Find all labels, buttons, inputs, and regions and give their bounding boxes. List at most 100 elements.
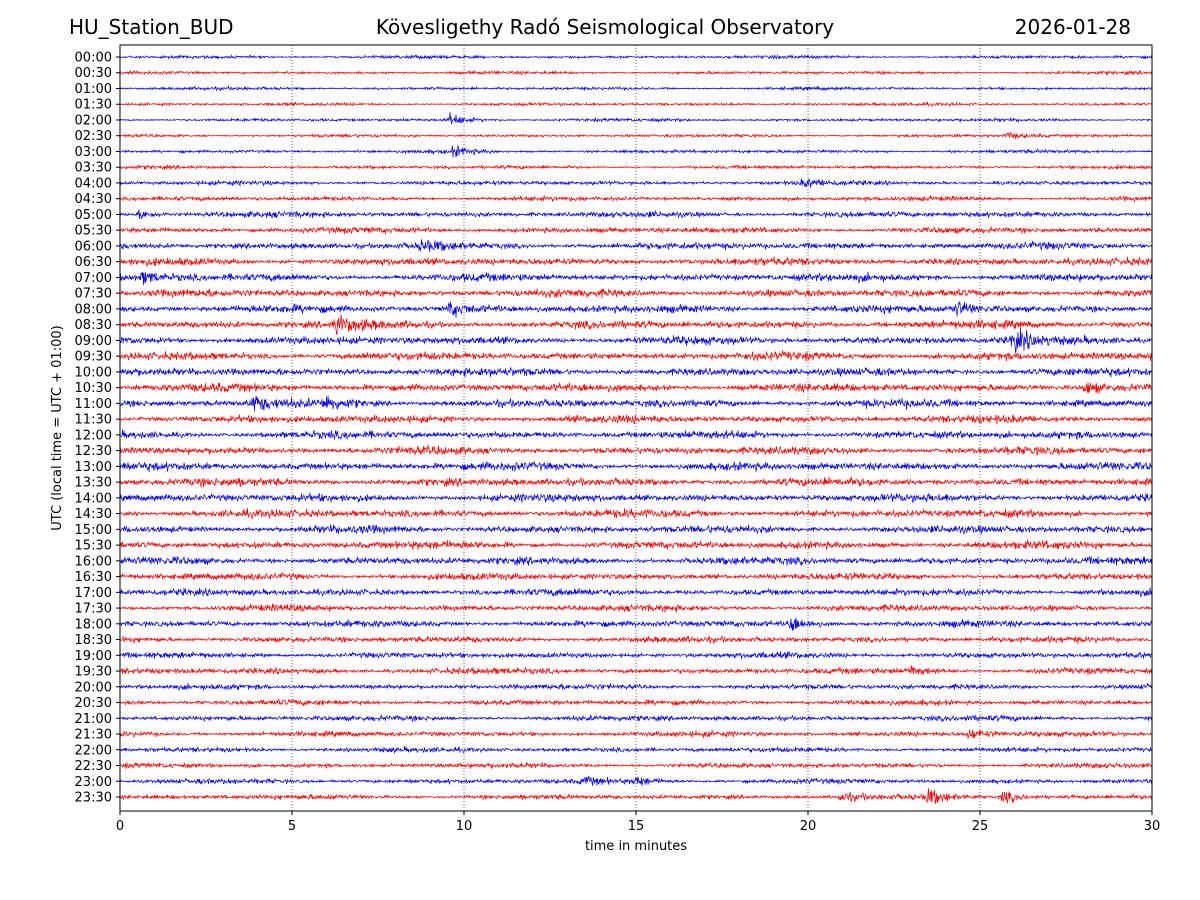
trace-row-0500 xyxy=(119,209,1153,220)
y-tick-label: 01:30 xyxy=(75,98,112,113)
trace-row-1730 xyxy=(119,603,1153,613)
y-tick-label: 20:00 xyxy=(75,680,112,695)
trace-row-2330 xyxy=(119,788,1153,804)
date-label: 2026-01-28 xyxy=(1014,15,1131,39)
y-tick-label: 04:30 xyxy=(75,192,112,207)
y-tick-label: 05:30 xyxy=(75,224,112,239)
y-tick-label: 02:00 xyxy=(75,113,112,128)
x-tick-label: 10 xyxy=(456,819,473,834)
trace-row-1800 xyxy=(119,617,1153,631)
trace-row-1500 xyxy=(119,524,1153,535)
y-tick-label: 15:30 xyxy=(75,539,112,554)
y-tick-label: 14:30 xyxy=(75,507,112,522)
trace-row-0400 xyxy=(119,178,1153,188)
chart-title: Kövesligethy Radó Seismological Observat… xyxy=(375,15,835,39)
y-tick-label: 13:30 xyxy=(75,476,112,491)
trace-row-0100 xyxy=(119,84,1153,92)
y-tick-label: 14:00 xyxy=(75,491,112,506)
trace-row-1930 xyxy=(119,665,1153,676)
y-tick-label: 19:30 xyxy=(75,665,112,680)
trace-row-1330 xyxy=(119,476,1153,488)
trace-row-2100 xyxy=(119,713,1153,723)
y-tick-label: 17:30 xyxy=(75,602,112,617)
y-tick-label: 01:00 xyxy=(75,82,112,97)
y-tick-label: 07:00 xyxy=(75,271,112,286)
x-tick-label: 30 xyxy=(1144,819,1161,834)
y-tick-label: 07:30 xyxy=(75,287,112,302)
station-label: HU_Station_BUD xyxy=(69,15,234,39)
x-tick-label: 0 xyxy=(116,819,124,834)
y-tick-label: 12:00 xyxy=(75,428,112,443)
trace-row-0230 xyxy=(119,132,1153,140)
trace-row-0930 xyxy=(119,350,1153,362)
y-tick-label: 04:00 xyxy=(75,176,112,191)
trace-row-1030 xyxy=(119,382,1153,394)
trace-row-0530 xyxy=(119,225,1153,235)
trace-row-0600 xyxy=(119,239,1153,252)
y-tick-label: 12:30 xyxy=(75,444,112,459)
trace-row-1130 xyxy=(119,414,1153,425)
trace-row-2030 xyxy=(119,698,1153,707)
y-tick-label: 09:30 xyxy=(75,350,112,365)
y-tick-label: 18:30 xyxy=(75,633,112,648)
y-tick-label: 11:30 xyxy=(75,413,112,428)
x-tick-label: 15 xyxy=(628,819,645,834)
y-tick-label: 03:00 xyxy=(75,145,112,160)
y-tick-label: 21:30 xyxy=(75,728,112,743)
y-tick-label: 03:30 xyxy=(75,161,112,176)
trace-row-0300 xyxy=(119,144,1153,158)
trace-row-1830 xyxy=(119,635,1153,645)
y-tick-label: 13:00 xyxy=(75,460,112,475)
y-tick-label: 10:30 xyxy=(75,381,112,396)
trace-row-0800 xyxy=(119,301,1153,318)
trace-row-2000 xyxy=(119,682,1153,691)
trace-row-0830 xyxy=(119,314,1153,336)
x-tick-label: 25 xyxy=(972,819,989,834)
y-tick-label: 21:00 xyxy=(75,712,112,727)
x-tick-label: 5 xyxy=(288,819,296,834)
trace-row-1430 xyxy=(119,508,1153,520)
trace-row-0000 xyxy=(119,54,1153,61)
y-tick-label: 23:00 xyxy=(75,775,112,790)
y-tick-label: 00:00 xyxy=(75,51,112,66)
trace-row-1900 xyxy=(119,650,1153,660)
trace-row-1400 xyxy=(119,492,1153,504)
trace-row-0700 xyxy=(119,271,1153,286)
trace-row-1600 xyxy=(119,555,1153,566)
trace-row-1630 xyxy=(119,571,1153,581)
y-tick-label: 22:00 xyxy=(75,743,112,758)
trace-row-1200 xyxy=(120,429,1153,440)
y-tick-label: 11:00 xyxy=(75,397,112,412)
trace-row-2200 xyxy=(119,746,1153,754)
y-tick-label: 00:30 xyxy=(75,66,112,81)
y-tick-label: 17:00 xyxy=(75,586,112,601)
trace-row-0200 xyxy=(119,112,1153,125)
y-tick-label: 05:00 xyxy=(75,208,112,223)
trace-row-1530 xyxy=(119,539,1153,551)
trace-row-2130 xyxy=(119,729,1153,739)
trace-row-1230 xyxy=(119,444,1153,456)
trace-row-2230 xyxy=(119,761,1153,770)
y-tick-label: 15:00 xyxy=(75,523,112,538)
y-tick-label: 16:30 xyxy=(75,570,112,585)
trace-row-0030 xyxy=(119,69,1153,76)
y-tick-label: 10:00 xyxy=(75,365,112,380)
y-tick-label: 08:00 xyxy=(75,302,112,317)
y-tick-label: 06:00 xyxy=(75,239,112,254)
trace-row-1000 xyxy=(119,367,1153,378)
y-tick-label: 19:00 xyxy=(75,649,112,664)
trace-row-2300 xyxy=(120,776,1153,787)
y-tick-label: 18:00 xyxy=(75,617,112,632)
y-tick-label: 20:30 xyxy=(75,696,112,711)
x-tick-label: 20 xyxy=(800,819,817,834)
y-tick-label: 16:00 xyxy=(75,554,112,569)
y-tick-label: 08:30 xyxy=(75,318,112,333)
y-axis-label: UTC (local time = UTC + 01:00) xyxy=(50,325,65,530)
trace-row-0730 xyxy=(119,288,1153,299)
trace-row-1700 xyxy=(119,587,1153,598)
trace-row-0900 xyxy=(119,327,1153,354)
y-tick-label: 06:30 xyxy=(75,255,112,270)
y-tick-label: 22:30 xyxy=(75,759,112,774)
